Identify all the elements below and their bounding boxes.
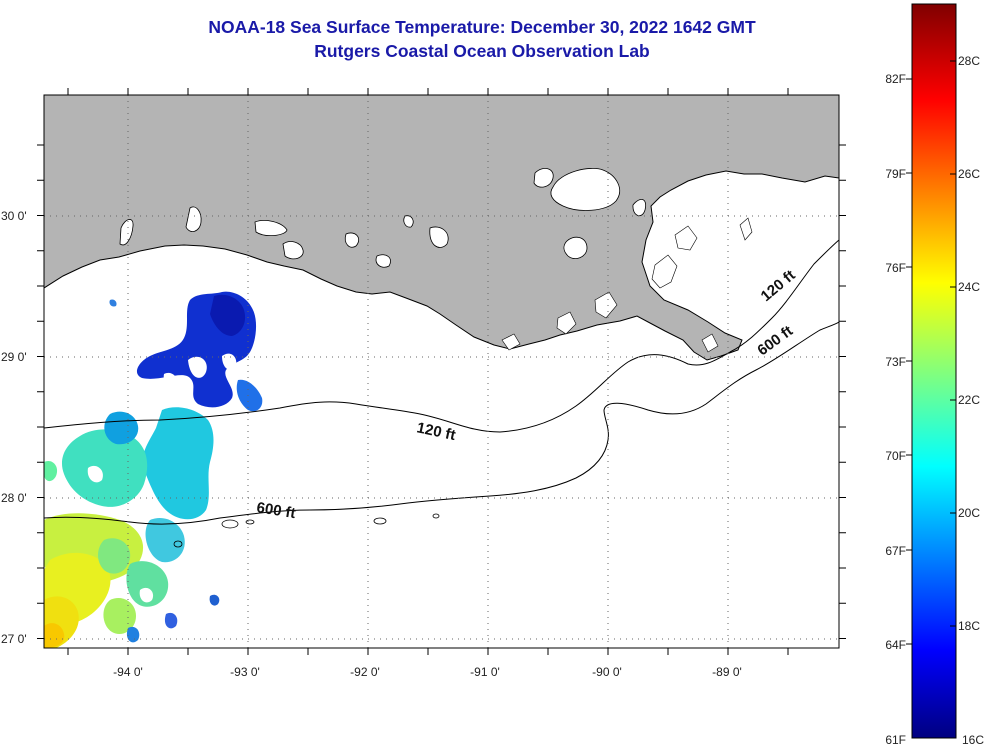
lat-label-27: 27 0' (1, 632, 27, 646)
cb-f-82: 82F (885, 72, 906, 86)
cb-f-76: 76F (885, 261, 906, 275)
cb-c-28: 28C (958, 54, 980, 68)
inland-lakes (119, 168, 647, 268)
lon-label-92: -92 0' (350, 665, 380, 679)
cb-f-70: 70F (885, 449, 906, 463)
contour-label-600-west: 600 ft (255, 499, 296, 522)
cb-c-20: 20C (958, 506, 980, 520)
cb-c-18: 18C (958, 619, 980, 633)
delta-marsh (501, 217, 753, 353)
temperature-colorbar: 82F 79F 76F 73F 70F 67F 64F 61F 28C 26C … (885, 3, 984, 747)
graticule (44, 95, 839, 648)
cb-f-67: 67F (885, 544, 906, 558)
map-subtitle: Rutgers Coastal Ocean Observation Lab (314, 41, 650, 61)
cb-f-61: 61F (885, 733, 906, 747)
contour-600ft (44, 321, 839, 525)
lon-label-91: -91 0' (470, 665, 500, 679)
lat-label-30: 30 0' (1, 209, 27, 223)
colorbar-gradient (911, 3, 957, 739)
map-title: NOAA-18 Sea Surface Temperature: Decembe… (208, 17, 756, 37)
axis-ticks (37, 88, 846, 655)
cb-f-73: 73F (885, 355, 906, 369)
seafloor-features (173, 513, 440, 548)
lon-label-90: -90 0' (592, 665, 622, 679)
map-border (43, 94, 840, 649)
lon-label-93: -93 0' (230, 665, 260, 679)
contour-120ft (44, 239, 839, 433)
lat-label-28: 28 0' (1, 491, 27, 505)
sst-data-patches (44, 291, 263, 648)
lon-label-89: -89 0' (712, 665, 742, 679)
cb-c-26: 26C (958, 167, 980, 181)
cb-c-24: 24C (958, 280, 980, 294)
cb-c-16: 16C (962, 733, 984, 747)
cb-f-64: 64F (885, 638, 906, 652)
lat-label-29: 29 0' (1, 350, 27, 364)
cb-f-79: 79F (885, 167, 906, 181)
lon-label-94: -94 0' (113, 665, 143, 679)
cb-c-22: 22C (958, 393, 980, 407)
